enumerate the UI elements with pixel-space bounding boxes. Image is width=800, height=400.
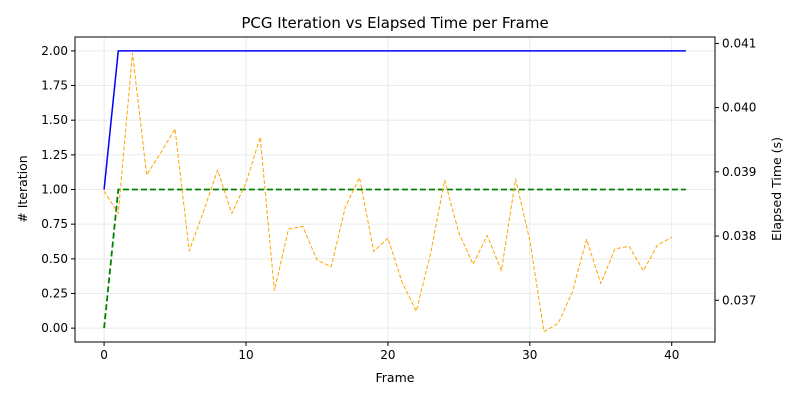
x-tick-label: 0 <box>100 348 108 362</box>
series-layer <box>103 50 686 333</box>
y-tick-label-right: 0.040 <box>722 101 756 115</box>
series-line-blue <box>103 50 686 190</box>
x-tick-label: 40 <box>664 348 679 362</box>
y-tick-label-left: 1.25 <box>41 148 68 162</box>
y-tick-label-right: 0.039 <box>722 165 756 179</box>
y-tick-label-left: 0.75 <box>41 217 68 231</box>
y-tick-label-left: 1.75 <box>41 79 68 93</box>
x-tick-label: 20 <box>380 348 395 362</box>
y-tick-label-right: 0.037 <box>722 293 756 307</box>
y-tick-label-left: 0.25 <box>41 286 68 300</box>
y-tick-label-left: 1.50 <box>41 113 68 127</box>
series-line-green <box>103 188 686 329</box>
x-tick-label: 10 <box>238 348 253 362</box>
y-tick-label-left: 0.00 <box>41 321 68 335</box>
x-axis-label: Frame <box>376 370 415 385</box>
y-tick-label-left: 2.00 <box>41 44 68 58</box>
axes-layer: 0 10 20 30 40 0.00 0.25 0.50 0.75 1.00 1.25 1.50 1.7… <box>41 36 756 362</box>
series-line-orange <box>103 52 672 333</box>
y-axis-label-left: # Iteration <box>15 155 30 222</box>
chart-title: PCG Iteration vs Elapsed Time per Frame <box>241 14 548 32</box>
y-tick-label-right: 0.038 <box>722 229 756 243</box>
y-axis-label-right: Elapsed Time (s) <box>769 137 784 241</box>
x-tick-label: 30 <box>522 348 537 362</box>
y-tick-label-left: 0.50 <box>41 252 68 266</box>
y-tick-label-left: 1.00 <box>41 183 68 197</box>
y-tick-label-right: 0.041 <box>722 36 756 50</box>
